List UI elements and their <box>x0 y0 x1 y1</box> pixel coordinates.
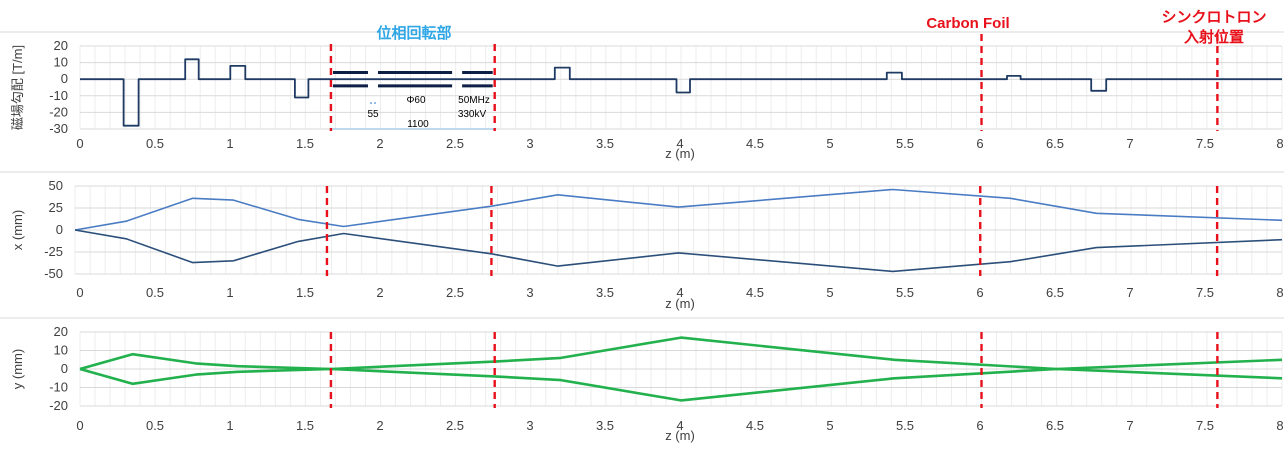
x-tick-label: 7.5 <box>1196 418 1214 433</box>
x-axis-label: z (m) <box>665 146 695 161</box>
x-tick-label: 6 <box>976 136 983 151</box>
x-tick-label: 4.5 <box>746 285 764 300</box>
x-tick-label: 1.5 <box>296 418 314 433</box>
y-axis-label: 磁場勾配 [T/m] <box>10 45 25 130</box>
x-tick-label: 0.5 <box>146 136 164 151</box>
x-tick-label: 4.5 <box>746 136 764 151</box>
x-tick-label: 8 <box>1276 136 1283 151</box>
x-tick-label: 3 <box>526 285 533 300</box>
diameter-annotation: Φ60 <box>406 95 426 106</box>
x-tick-label: 5 <box>826 136 833 151</box>
x-tick-label: 6.5 <box>1046 418 1064 433</box>
x-tick-label: 4 <box>676 285 683 300</box>
voltage-annotation: 330kV <box>458 109 487 120</box>
x-tick-label: 3 <box>526 136 533 151</box>
x-tick-label: 6 <box>976 418 983 433</box>
x-tick-label: 1 <box>226 418 233 433</box>
y-tick-label: 0 <box>61 71 68 86</box>
y-tick-label: -10 <box>49 88 68 103</box>
x-tick-label: 8 <box>1276 418 1283 433</box>
y-tick-label: 0 <box>56 222 63 237</box>
x-tick-label: 7 <box>1126 285 1133 300</box>
gap-annotation: 55 <box>367 109 379 120</box>
x-tick-label: 1.5 <box>296 136 314 151</box>
x-tick-label: 8 <box>1276 285 1283 300</box>
x-tick-label: 2.5 <box>446 285 464 300</box>
x-tick-label: 5 <box>826 418 833 433</box>
x-tick-label: 6 <box>976 285 983 300</box>
x-tick-label: 3.5 <box>596 418 614 433</box>
x-axis-label: z (m) <box>665 428 695 443</box>
x-tick-label: 4 <box>676 418 683 433</box>
x-tick-label: 6.5 <box>1046 285 1064 300</box>
x-tick-label: 5.5 <box>896 136 914 151</box>
x-tick-label: 3.5 <box>596 136 614 151</box>
x-axis-label: z (m) <box>665 296 695 311</box>
y-tick-label: -30 <box>49 121 68 136</box>
series-line-1 <box>80 58 1282 127</box>
x-tick-label: 4 <box>676 136 683 151</box>
x-tick-label: 3 <box>526 418 533 433</box>
x-tick-label: 7 <box>1126 418 1133 433</box>
y-tick-label: 0 <box>61 361 68 376</box>
y-tick-label: -20 <box>49 104 68 119</box>
x-tick-label: 0 <box>76 136 83 151</box>
y-tick-label: 20 <box>54 324 68 339</box>
synchrotron-label-line2: 入射位置 <box>1184 28 1244 46</box>
series-line-2 <box>79 367 1283 402</box>
y-tick-label: 25 <box>49 200 63 215</box>
y-axis-label: x (mm) <box>10 210 25 250</box>
synchrotron-label-line1: シンクロトロン <box>1161 9 1266 26</box>
panel-y-envelope: 20 10 0 -10 -20 0 0.5 1 1.5 2 2.5 3 3.5 4 4.5 5 5.5 6 6.5 7… <box>0 317 1284 443</box>
y-tick-label: 10 <box>54 343 68 358</box>
x-tick-label: 2 <box>376 285 383 300</box>
y-axis-label: y (mm) <box>10 349 25 389</box>
x-tick-label: 5 <box>826 285 833 300</box>
phase-rotation-label: 位相回転部 <box>376 24 451 42</box>
x-tick-label: 3.5 <box>596 285 614 300</box>
y-tick-label: -10 <box>49 380 68 395</box>
x-tick-label: 0.5 <box>146 418 164 433</box>
x-tick-label: 2 <box>376 136 383 151</box>
x-tick-label: 7.5 <box>1196 136 1214 151</box>
y-tick-label: -25 <box>44 244 63 259</box>
panel-x-envelope: 50 25 0 -25 -50 0 0.5 1 1.5 2 2.5 3 3.5 4 4.5 5 5.5 6 6.5 7… <box>0 171 1284 311</box>
x-tick-label: 5.5 <box>896 418 914 433</box>
y-tick-label: 20 <box>54 38 68 53</box>
x-tick-label: 7.5 <box>1196 285 1214 300</box>
x-tick-label: 2.5 <box>446 418 464 433</box>
x-tick-label: 6.5 <box>1046 136 1064 151</box>
x-tick-label: 0.5 <box>146 285 164 300</box>
frequency-annotation: 50MHz <box>458 95 490 106</box>
y-tick-label: 10 <box>54 55 68 70</box>
x-tick-label: 4.5 <box>746 418 764 433</box>
y-tick-label: -20 <box>49 398 68 413</box>
y-tick-label: 50 <box>49 178 63 193</box>
x-tick-label: 5.5 <box>896 285 914 300</box>
x-tick-label: 2 <box>376 418 383 433</box>
x-tick-label: 0 <box>76 418 83 433</box>
series-line-1 <box>74 188 1283 231</box>
x-tick-label: 7 <box>1126 136 1133 151</box>
carbon-foil-label: Carbon Foil <box>926 15 1009 32</box>
series-line-2 <box>74 229 1283 273</box>
length-annotation: 1100 <box>407 119 429 130</box>
x-tick-label: 0 <box>76 285 83 300</box>
x-tick-label: 1.5 <box>296 285 314 300</box>
x-tick-label: 1 <box>226 285 233 300</box>
y-tick-label: -50 <box>44 266 63 281</box>
x-tick-label: 2.5 <box>446 136 464 151</box>
x-tick-label: 1 <box>226 136 233 151</box>
